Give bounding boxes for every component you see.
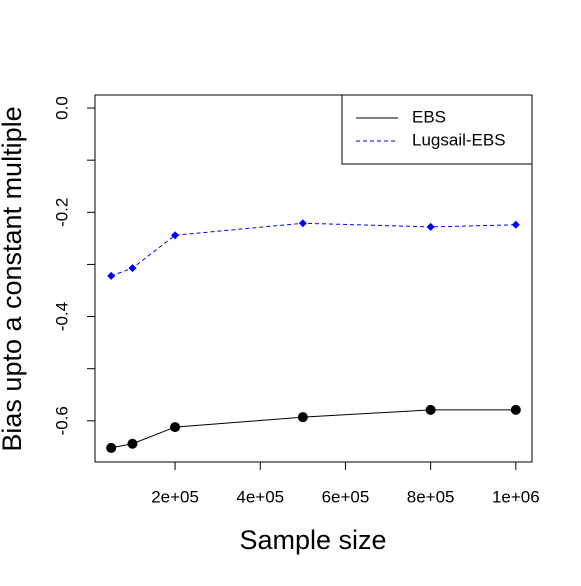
data-point: [128, 264, 137, 273]
data-point: [170, 422, 181, 433]
data-point: [107, 271, 116, 280]
y-tick-label: -0.6: [52, 406, 71, 435]
x-tick-label: 2e+05: [151, 487, 199, 506]
data-point: [426, 222, 435, 231]
x-axis-label: Sample size: [239, 525, 386, 555]
y-axis-label: Bias upto a constant multiple: [0, 106, 27, 451]
y-tick-label: -0.2: [52, 198, 71, 227]
data-point: [106, 442, 117, 453]
x-tick-label: 4e+05: [236, 487, 284, 506]
data-point: [171, 231, 180, 240]
data-point: [127, 438, 138, 449]
legend-label: Lugsail-EBS: [412, 130, 506, 149]
data-point: [297, 412, 308, 423]
x-tick-label: 1e+06: [492, 487, 540, 506]
data-point: [425, 404, 436, 415]
legend-box: [341, 94, 533, 165]
series-line: [111, 222, 516, 277]
y-tick-label: -0.4: [52, 302, 71, 331]
data-point: [510, 404, 521, 415]
data-point: [511, 220, 520, 229]
y-tick-label: 0.0: [52, 96, 71, 120]
x-tick-label: 8e+05: [407, 487, 455, 506]
legend-label: EBS: [412, 107, 446, 126]
x-tick-label: 6e+05: [322, 487, 370, 506]
data-point: [298, 219, 307, 228]
